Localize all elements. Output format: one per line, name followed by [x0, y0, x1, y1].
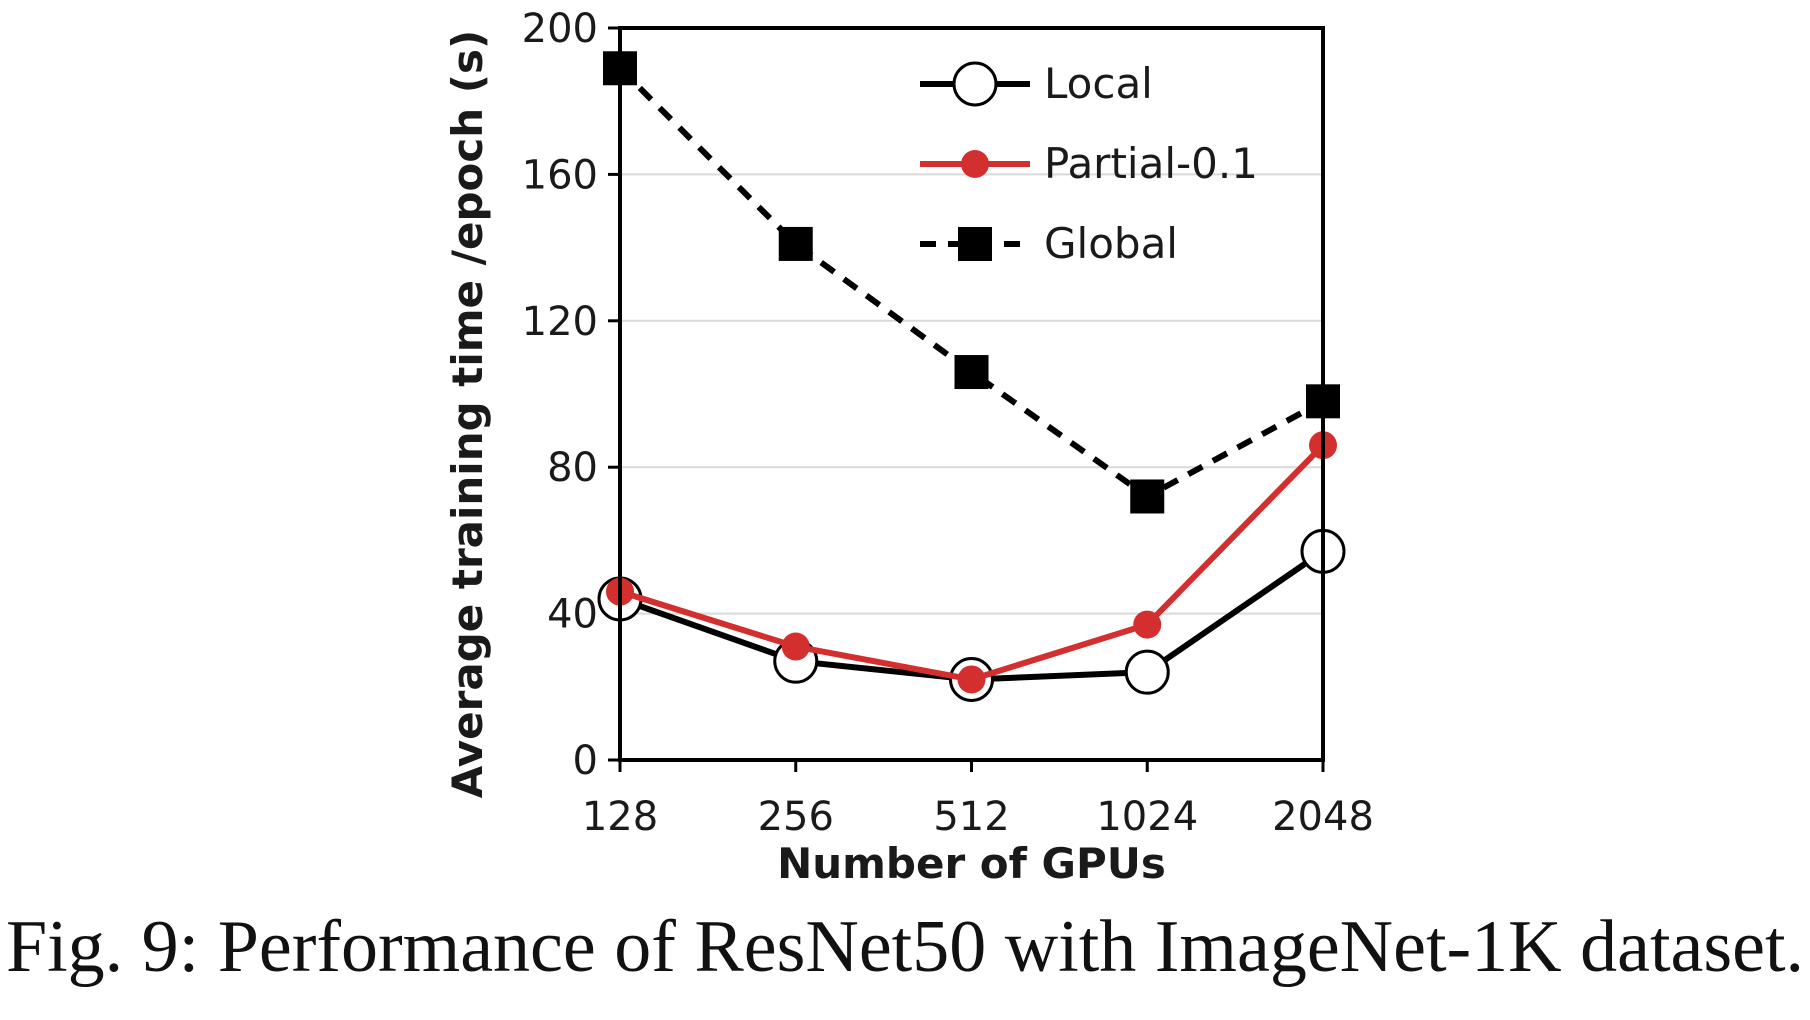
series-partial-0-1 [606, 431, 1337, 694]
y-tick-label: 0 [573, 738, 598, 784]
y-tick-label: 200 [522, 6, 598, 52]
y-axis-title: Average training time /epoch (s) [443, 30, 492, 798]
y-tick-label: 120 [522, 299, 598, 345]
x-axis-title: Number of GPUs [777, 839, 1166, 888]
y-tick-label: 40 [547, 592, 598, 638]
x-tick-label: 128 [582, 794, 658, 840]
legend-item: Partial-0.1 [920, 139, 1258, 188]
series-line [617, 66, 1325, 500]
series-line [619, 443, 1326, 683]
series-global [603, 51, 1340, 514]
y-tick-label: 160 [522, 152, 598, 198]
legend-marker [958, 227, 992, 261]
legend-marker [961, 150, 989, 178]
data-point [778, 226, 813, 261]
x-tick-label: 2048 [1272, 794, 1374, 840]
data-point [781, 632, 810, 661]
data-point [954, 355, 989, 390]
data-point [957, 665, 986, 694]
data-point [1130, 479, 1165, 514]
data-point [1133, 610, 1162, 639]
x-axis-ticks: 128 256 512 1024 2048 [582, 760, 1374, 840]
legend-label: Global [1044, 219, 1178, 268]
x-tick-label: 512 [933, 794, 1009, 840]
legend: Local Partial-0.1 Global [920, 59, 1258, 268]
legend-marker [952, 61, 998, 107]
plot-frame [618, 26, 1325, 762]
x-tick-label: 256 [758, 794, 834, 840]
legend-label: Local [1044, 59, 1153, 108]
series-group [597, 51, 1346, 702]
legend-label: Partial-0.1 [1044, 139, 1258, 188]
chart: 0 40 80 120 160 200 128 256 512 1024 2048 Local Pa… [443, 6, 1374, 888]
figure-caption: Fig. 9: Performance of ResNet50 with Ima… [5, 906, 1805, 988]
x-tick-label: 1024 [1096, 794, 1198, 840]
legend-item: Global [920, 219, 1178, 268]
y-axis-ticks: 0 40 80 120 160 200 [522, 6, 620, 784]
data-point [1124, 649, 1170, 695]
legend-item: Local [920, 59, 1153, 108]
y-tick-label: 80 [547, 445, 598, 491]
